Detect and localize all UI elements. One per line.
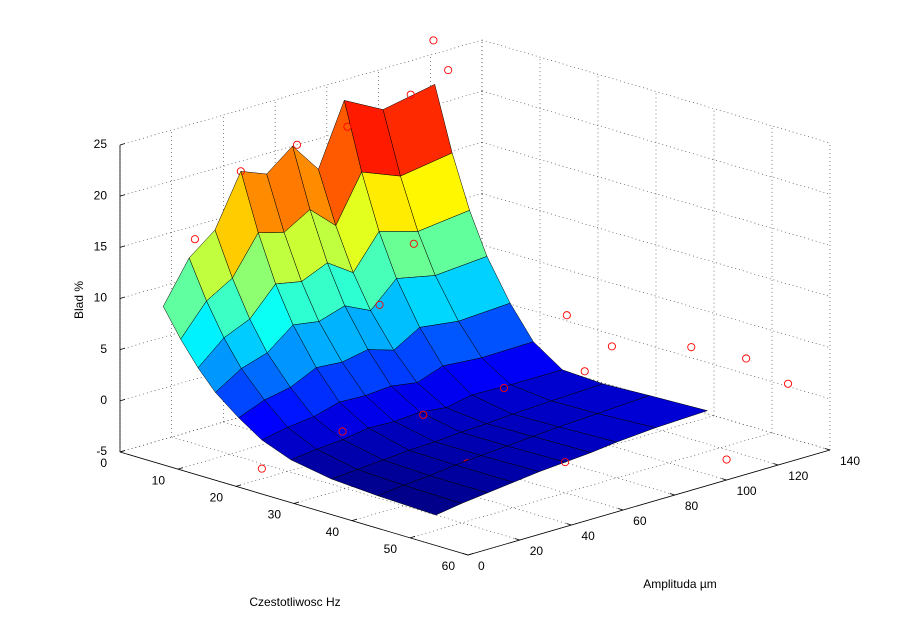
x-tick-label: 60: [442, 559, 456, 573]
y-tick-label: 80: [685, 499, 699, 513]
grid-line: [409, 432, 773, 539]
scatter-point: [343, 122, 352, 131]
grid-line: [481, 244, 831, 348]
y-tick-label: 20: [530, 544, 544, 558]
scatter-point: [338, 427, 347, 436]
y-tick: [721, 478, 727, 481]
z-tick-label: 5: [100, 342, 107, 356]
grid-line: [481, 295, 831, 400]
grid-line: [481, 90, 831, 195]
scatter-point: [580, 367, 589, 376]
scatter-point: [499, 383, 509, 393]
grid-line: [481, 39, 831, 144]
x-axis-label: Czestotliwosc Hz: [249, 595, 340, 609]
z-tick-label: 25: [94, 137, 108, 151]
z-tick: [119, 143, 126, 146]
z-tick: [119, 296, 126, 299]
x-tick: [119, 450, 126, 453]
x-tick-label: 20: [210, 491, 224, 505]
scatter-point: [562, 311, 571, 320]
z-tick: [119, 245, 126, 248]
x-tick: [467, 553, 474, 556]
scatter-point: [444, 66, 453, 75]
grid-line: [119, 39, 483, 146]
z-tick: [119, 194, 126, 197]
y-tick-label: 60: [633, 514, 647, 528]
scatter-point: [257, 464, 266, 473]
x-tick: [409, 535, 416, 539]
y-tick-label: 100: [737, 484, 757, 498]
grid-line: [171, 436, 520, 541]
y-tick: [462, 553, 469, 556]
y-tick: [618, 508, 624, 511]
x-tick-label: 40: [326, 525, 340, 539]
y-tick: [514, 538, 520, 541]
z-tick-label: 20: [94, 188, 108, 202]
x-tick: [351, 518, 358, 522]
y-tick: [824, 448, 831, 451]
z-tick-label: 10: [94, 291, 108, 305]
z-axis-label: Blad %: [72, 281, 86, 319]
x-tick-label: 0: [100, 456, 107, 470]
x-tick-label: 50: [384, 542, 398, 556]
z-tick-label: -5: [96, 444, 107, 458]
scatter-point: [406, 90, 415, 99]
surface-patch: [377, 484, 463, 516]
scatter-point: [375, 300, 384, 309]
x-tick: [177, 467, 184, 470]
y-tick-label: 40: [581, 529, 595, 543]
y-axis-label: Amplituda µm: [643, 577, 717, 591]
z-tick-label: 0: [100, 393, 107, 407]
scatter-point: [419, 410, 428, 419]
z-tick: [119, 347, 126, 351]
y-tick: [669, 493, 675, 496]
y-tick-label: 140: [840, 454, 860, 468]
scatter-point: [429, 36, 438, 45]
y-tick-label: 120: [788, 469, 808, 483]
scatter-point: [687, 343, 696, 352]
y-axis: [467, 449, 831, 556]
grid-line: [481, 142, 831, 246]
z-tick: [119, 398, 126, 402]
scatter-point: [607, 342, 616, 351]
x-tick: [235, 484, 242, 487]
z-tick-label: 15: [94, 240, 108, 254]
scatter-point: [722, 455, 731, 464]
grid-line: [481, 193, 831, 297]
scatter-point: [190, 235, 199, 244]
x-tick-label: 30: [268, 508, 282, 522]
scatter-point: [561, 458, 570, 467]
y-tick: [566, 523, 572, 526]
y-tick-label: 0: [478, 559, 485, 573]
scatter-point: [409, 239, 418, 248]
x-tick: [293, 501, 300, 504]
x-tick-label: 10: [152, 473, 166, 487]
scatter-point: [292, 140, 302, 149]
scatter-point: [784, 379, 793, 388]
scatter-point: [742, 354, 751, 363]
grid-line: [119, 90, 483, 197]
y-tick: [773, 463, 779, 466]
